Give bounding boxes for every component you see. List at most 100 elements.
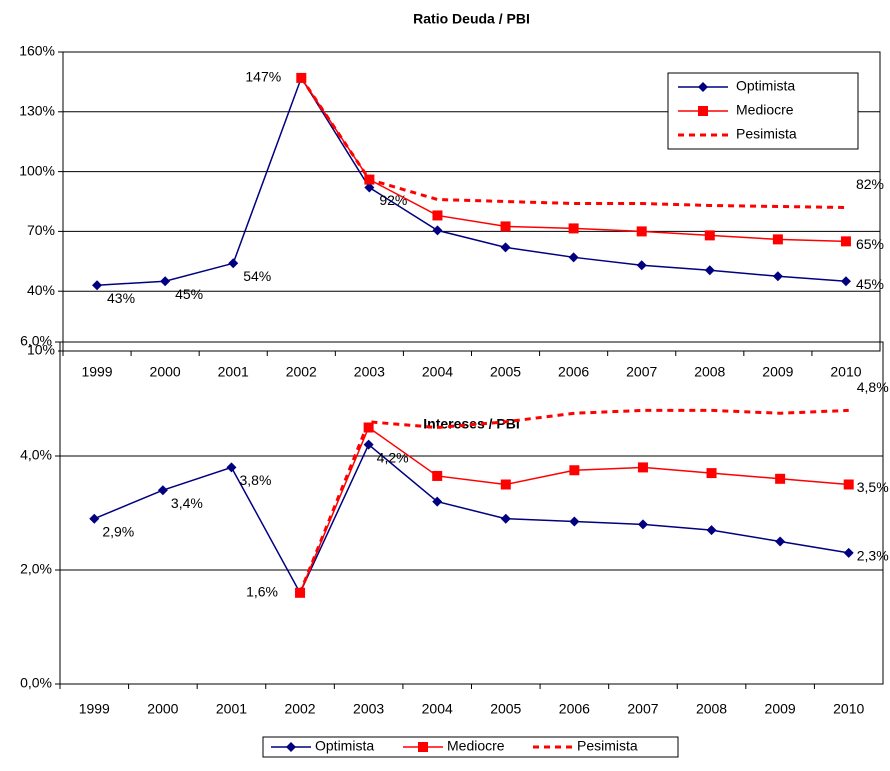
x-tick-label: 2001 bbox=[218, 364, 249, 380]
data-label: 4,2% bbox=[377, 449, 409, 465]
y-tick-label: 6,0% bbox=[20, 333, 52, 349]
marker bbox=[698, 106, 708, 116]
marker bbox=[500, 242, 511, 253]
marker bbox=[226, 462, 237, 473]
marker bbox=[775, 473, 786, 484]
data-label: 1,6% bbox=[246, 584, 278, 600]
data-label: 43% bbox=[107, 290, 135, 306]
series-line bbox=[96, 76, 847, 286]
x-tick-label: 2008 bbox=[694, 364, 725, 380]
legend-label: Pesimista bbox=[736, 126, 797, 142]
x-tick-label: 2010 bbox=[833, 701, 864, 717]
x-tick-label: 1999 bbox=[81, 364, 112, 380]
chart-title: Ratio Deuda / PBI bbox=[413, 11, 530, 27]
legend-label: Optimista bbox=[315, 738, 374, 754]
data-label: 3,5% bbox=[857, 479, 889, 495]
marker bbox=[636, 260, 647, 271]
marker bbox=[157, 485, 168, 496]
marker bbox=[432, 210, 443, 221]
y-tick-label: 0,0% bbox=[20, 675, 52, 691]
marker bbox=[637, 519, 648, 530]
y-tick-label: 10% bbox=[27, 342, 55, 358]
y-tick-label: 2,0% bbox=[20, 561, 52, 577]
marker bbox=[843, 479, 854, 490]
marker bbox=[772, 234, 783, 245]
marker bbox=[568, 223, 579, 234]
series-line bbox=[298, 408, 849, 594]
y-tick-label: 70% bbox=[27, 222, 55, 238]
data-label: 4,8% bbox=[857, 379, 889, 395]
marker bbox=[706, 468, 717, 479]
x-tick-label: 2000 bbox=[150, 364, 181, 380]
data-label: 82% bbox=[856, 176, 884, 192]
marker bbox=[500, 479, 511, 490]
legend-label: Optimista bbox=[736, 78, 795, 94]
marker bbox=[89, 513, 100, 524]
marker bbox=[706, 525, 717, 536]
data-label: 45% bbox=[856, 276, 884, 292]
series-line bbox=[300, 77, 846, 209]
marker bbox=[363, 439, 374, 450]
data-label: 2,9% bbox=[102, 523, 134, 539]
marker bbox=[432, 225, 443, 236]
x-tick-label: 2002 bbox=[286, 364, 317, 380]
x-tick-label: 2004 bbox=[422, 701, 453, 717]
marker bbox=[432, 496, 443, 507]
y-tick-label: 100% bbox=[19, 162, 55, 178]
marker bbox=[286, 742, 296, 752]
marker bbox=[160, 276, 171, 287]
marker bbox=[772, 271, 783, 282]
x-tick-label: 2009 bbox=[762, 364, 793, 380]
marker bbox=[698, 82, 708, 92]
marker bbox=[636, 226, 647, 237]
x-tick-label: 2009 bbox=[765, 701, 796, 717]
marker bbox=[228, 258, 239, 269]
data-label: 3,4% bbox=[171, 495, 203, 511]
marker bbox=[363, 422, 374, 433]
marker bbox=[637, 462, 648, 473]
x-tick-label: 2006 bbox=[558, 364, 589, 380]
legend-label: Mediocre bbox=[447, 738, 505, 754]
x-tick-label: 2007 bbox=[626, 364, 657, 380]
data-label: 147% bbox=[245, 69, 281, 85]
x-tick-label: 2001 bbox=[216, 701, 247, 717]
marker bbox=[500, 221, 511, 232]
marker bbox=[840, 276, 851, 287]
marker bbox=[418, 742, 428, 752]
marker bbox=[568, 252, 579, 263]
data-label: 45% bbox=[175, 286, 203, 302]
data-label: 65% bbox=[856, 236, 884, 252]
marker bbox=[569, 516, 580, 527]
data-label: 54% bbox=[243, 268, 271, 284]
marker bbox=[704, 265, 715, 276]
marker bbox=[704, 230, 715, 241]
data-label: 2,3% bbox=[857, 548, 889, 564]
marker bbox=[840, 236, 851, 247]
x-tick-label: 2003 bbox=[353, 701, 384, 717]
x-tick-label: 2003 bbox=[354, 364, 385, 380]
x-tick-label: 2010 bbox=[830, 364, 861, 380]
y-tick-label: 40% bbox=[27, 282, 55, 298]
data-label: 92% bbox=[379, 192, 407, 208]
x-tick-label: 2008 bbox=[696, 701, 727, 717]
x-tick-label: 2006 bbox=[559, 701, 590, 717]
x-tick-label: 1999 bbox=[79, 701, 110, 717]
x-tick-label: 2007 bbox=[627, 701, 658, 717]
marker bbox=[569, 465, 580, 476]
marker bbox=[432, 470, 443, 481]
y-tick-label: 160% bbox=[19, 43, 55, 59]
marker bbox=[364, 182, 375, 193]
x-tick-label: 2005 bbox=[490, 701, 521, 717]
x-tick-label: 2005 bbox=[490, 364, 521, 380]
x-tick-label: 2000 bbox=[147, 701, 178, 717]
marker bbox=[92, 280, 103, 291]
series-line bbox=[94, 443, 849, 595]
plot-area bbox=[59, 341, 884, 685]
marker bbox=[500, 513, 511, 524]
y-tick-label: 4,0% bbox=[20, 447, 52, 463]
legend-label: Mediocre bbox=[736, 102, 794, 118]
legend-label: Pesimista bbox=[577, 738, 638, 754]
marker bbox=[843, 547, 854, 558]
y-tick-label: 130% bbox=[19, 103, 55, 119]
